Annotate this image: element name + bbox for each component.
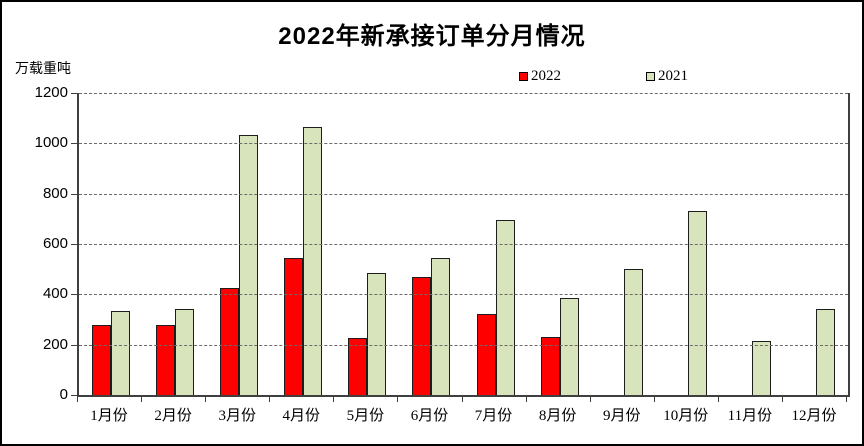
x-axis-label: 6月份 — [410, 408, 449, 424]
y-axis-tick-label: 400 — [42, 285, 68, 303]
x-axis-tick-mark — [781, 397, 783, 402]
x-axis-tick-mark — [846, 397, 847, 402]
x-axis-tick-mark — [525, 397, 527, 402]
bar-2021-6月份 — [431, 257, 451, 395]
bar-2022-5月份 — [348, 338, 368, 395]
bar-2022-8月份 — [540, 337, 560, 395]
legend-label-2022: 2022 — [531, 68, 561, 84]
x-axis-label: 5月份 — [346, 408, 385, 424]
category-slot-1月份 — [79, 93, 143, 395]
x-axis-tick-mark — [717, 397, 719, 402]
y-axis-tick-label: 1000 — [34, 134, 68, 152]
bar-2022-2月份 — [156, 324, 176, 395]
category-slot-12月份 — [784, 93, 848, 395]
bar-2021-9月份 — [623, 269, 643, 395]
x-axis-tick-mark — [333, 397, 335, 402]
x-axis-tick-mark — [269, 397, 271, 402]
bar-2021-3月份 — [239, 134, 259, 395]
bar-2022-4月份 — [284, 257, 304, 395]
x-axis-tick-mark — [205, 397, 207, 402]
x-axis-label: 4月份 — [282, 408, 321, 424]
y-axis-tick-label: 800 — [42, 184, 68, 202]
bar-2022-3月份 — [220, 288, 240, 395]
x-axis-tick-mark — [461, 397, 463, 402]
category-slot-6月份 — [399, 93, 463, 395]
y-axis-tick-mark — [71, 395, 77, 396]
x-axis-label: 10月份 — [663, 408, 709, 424]
x-axis-label: 2月份 — [154, 408, 192, 424]
legend-item-2022: 2022 — [519, 68, 561, 85]
x-axis-label: 1月份 — [90, 408, 128, 424]
y-axis-tick-label: 200 — [42, 335, 68, 353]
y-axis-tick-mark — [71, 244, 77, 245]
y-axis-unit-label: 万载重吨 — [15, 62, 71, 77]
bar-2022-6月份 — [412, 276, 432, 395]
legend: 2022 2021 — [519, 68, 688, 85]
legend-item-2021: 2021 — [646, 68, 688, 85]
x-axis-label: 9月份 — [602, 408, 641, 424]
category-slot-9月份 — [592, 93, 656, 395]
y-axis-tick-label: 0 — [59, 386, 68, 403]
bar-2021-12月份 — [815, 309, 835, 395]
y-axis-tick-label: 600 — [42, 235, 68, 252]
bar-2021-10月份 — [687, 211, 707, 395]
category-slot-2月份 — [143, 93, 207, 395]
x-axis-tick-mark — [141, 397, 143, 402]
x-axis-tick-mark — [653, 397, 655, 402]
y-axis-tick-mark — [71, 193, 77, 195]
bar-2021-7月份 — [495, 220, 515, 395]
gridline-600 — [79, 244, 848, 245]
gridline-1200 — [79, 93, 848, 94]
bar-2022-7月份 — [476, 314, 496, 395]
x-axis-label: 8月份 — [538, 408, 577, 424]
bar-2022-1月份 — [92, 324, 112, 395]
category-slot-8月份 — [528, 93, 592, 395]
category-slot-11月份 — [720, 93, 784, 395]
category-slot-5月份 — [335, 93, 399, 395]
x-axis-label: 12月份 — [791, 408, 837, 424]
x-axis-label: 3月份 — [218, 408, 256, 424]
legend-marker-2022-icon — [519, 72, 528, 81]
x-axis-label: 7月份 — [474, 408, 513, 424]
x-axis-tick-mark — [589, 397, 591, 402]
legend-label-2021: 2021 — [658, 68, 688, 84]
gridline-200 — [79, 344, 848, 346]
gridline-800 — [79, 193, 848, 195]
legend-marker-2021-icon — [646, 72, 655, 81]
y-axis-tick-mark — [71, 294, 77, 296]
gridline-1000 — [79, 143, 848, 145]
y-axis-tick-mark — [71, 93, 77, 94]
gridline-400 — [79, 294, 848, 296]
category-slot-10月份 — [656, 93, 720, 395]
x-axis-label: 11月份 — [727, 408, 773, 424]
y-axis-tick-mark — [71, 143, 77, 145]
bar-2021-1月份 — [111, 310, 131, 395]
x-axis-tick-mark — [397, 397, 399, 402]
bar-2021-4月份 — [303, 126, 323, 395]
category-slot-7月份 — [463, 93, 527, 395]
y-axis-tick-label: 1200 — [34, 84, 68, 101]
bar-2021-5月份 — [367, 272, 387, 395]
chart-title: 2022年新承接订单分月情况 — [278, 23, 586, 50]
category-slot-3月份 — [207, 93, 271, 395]
bar-2021-2月份 — [175, 309, 195, 395]
plot-area — [77, 93, 850, 397]
bar-2021-11月份 — [751, 340, 771, 395]
y-axis-tick-mark — [71, 344, 77, 346]
x-axis-tick-mark — [77, 397, 78, 402]
bars-row — [79, 93, 848, 395]
bar-2021-8月份 — [559, 298, 579, 395]
